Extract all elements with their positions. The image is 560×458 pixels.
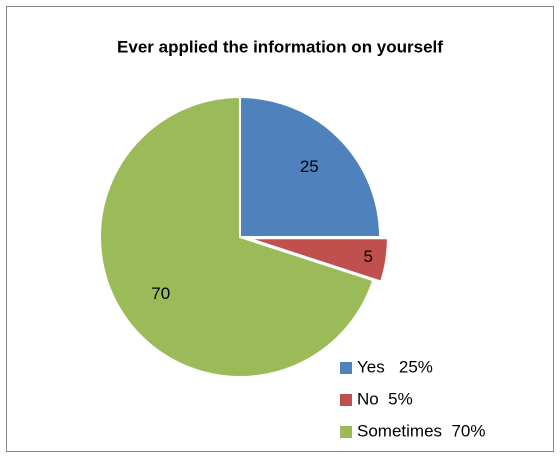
pie: 25 5 70 [99, 95, 389, 378]
pie-slice [247, 237, 389, 283]
legend-swatch [340, 362, 352, 374]
legend: Yes 25% No 5% Sometimes 70% [340, 357, 486, 440]
legend-label: No 5% [357, 389, 413, 408]
chart-title: Ever applied the information on yourself [117, 37, 443, 56]
data-label: 70 [151, 284, 170, 303]
legend-label: Sometimes 70% [357, 421, 486, 440]
legend-swatch [340, 394, 352, 406]
legend-label: Yes 25% [357, 357, 433, 376]
legend-swatch [340, 426, 352, 438]
pie-slice [99, 95, 375, 378]
data-label: 25 [300, 157, 319, 176]
data-label: 5 [363, 247, 372, 266]
pie-slice [239, 95, 382, 238]
